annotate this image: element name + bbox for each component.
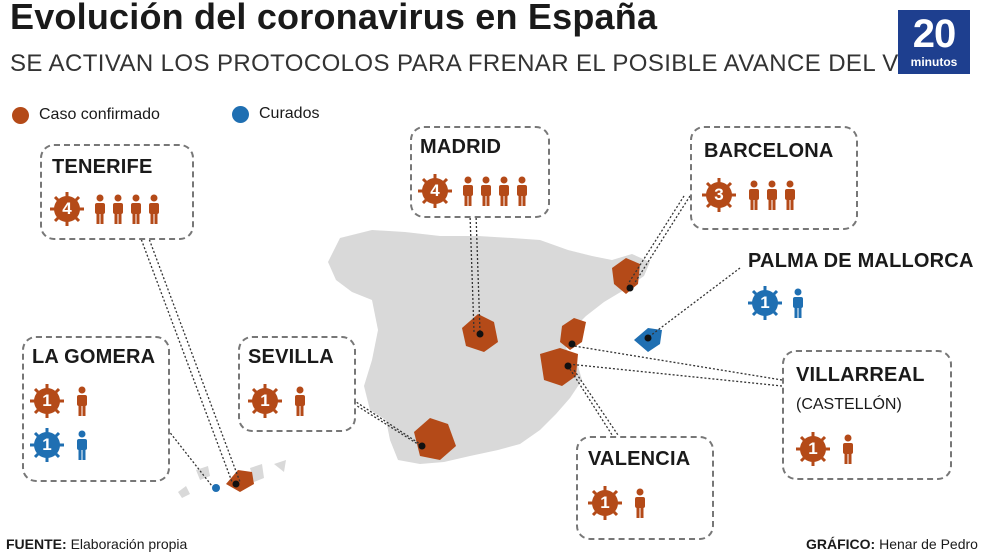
logo-word: minutos [910, 55, 958, 69]
confirmed-virus-icon: 4 [418, 174, 452, 208]
brand-logo: 20 minutos [898, 10, 970, 74]
footer-source-text: Elaboración propia [70, 536, 188, 552]
confirmed-count: 4 [62, 199, 72, 218]
person-confirmed-icon [463, 176, 473, 206]
anchor-dots [232, 284, 652, 488]
person-cured-icon [77, 430, 87, 460]
confirmed-virus-icon: 1 [248, 384, 282, 418]
person-confirmed-icon [113, 194, 123, 224]
cured-dot-icon [232, 105, 249, 123]
confirmed-virus-icon: 3 [702, 178, 736, 212]
page-title: Evolución del coronavirus en España [10, 0, 658, 37]
person-confirmed-icon [131, 194, 141, 224]
person-confirmed-icon [499, 176, 509, 206]
person-confirmed-icon [767, 180, 777, 210]
person-confirmed-icon [749, 180, 759, 210]
label-valencia: VALENCIA [588, 448, 691, 470]
confirmed-count: 1 [600, 493, 610, 512]
card-sevilla [238, 336, 356, 432]
cured-virus-icon: 1 [748, 286, 782, 320]
la-gomera-island [212, 484, 220, 492]
confirmed-count: 4 [430, 181, 440, 200]
person-confirmed-icon [785, 180, 795, 210]
label-madrid: MADRID [420, 136, 502, 158]
person-confirmed-icon [95, 194, 105, 224]
person-confirmed-icon [149, 194, 159, 224]
logo-number: 20 [912, 12, 957, 56]
legend-confirmed-label: Caso confirmado [39, 106, 160, 123]
confirmed-count: 3 [714, 185, 724, 204]
valencia-region [540, 348, 578, 386]
confirmed-virus-icon: 4 [50, 192, 84, 226]
person-confirmed-icon [481, 176, 491, 206]
confirmed-virus-icon: 1 [796, 432, 830, 466]
person-confirmed-icon [517, 176, 527, 206]
label-la-gomera: LA GOMERA [32, 346, 156, 368]
castellon-region [560, 318, 586, 350]
person-confirmed-icon [295, 386, 305, 416]
footer-credit: GRÁFICO: Henar de Pedro [806, 536, 978, 552]
page-subtitle: SE ACTIVAN LOS PROTOCOLOS PARA FRENAR EL… [10, 50, 958, 77]
label-tenerife: TENERIFE [52, 156, 153, 178]
person-confirmed-icon [843, 434, 853, 464]
barcelona-region [612, 258, 640, 294]
label-barcelona: BARCELONA [704, 140, 834, 162]
label-sevilla: SEVILLA [248, 346, 334, 368]
legend-confirmed: Caso confirmado [12, 106, 160, 124]
label-castellon: (CASTELLÓN) [796, 396, 902, 413]
cured-virus-icon: 1 [30, 428, 64, 462]
person-cured-icon [793, 288, 803, 318]
legend-cured-label: Curados [259, 105, 320, 122]
connectors [139, 195, 783, 487]
cured-count: 1 [760, 293, 770, 312]
footer-source: FUENTE: Elaboración propia [6, 536, 187, 552]
confirmed-count: 1 [260, 391, 270, 410]
confirmed-dot-icon [12, 106, 29, 124]
confirmed-count: 1 [42, 391, 52, 410]
person-confirmed-icon [77, 386, 87, 416]
footer-source-label: FUENTE: [6, 536, 67, 552]
confirmed-count: 1 [808, 439, 818, 458]
sevilla-region [414, 418, 456, 460]
label-palma: PALMA DE MALLORCA [748, 250, 974, 272]
person-confirmed-icon [635, 488, 645, 518]
canary-islands [178, 460, 286, 498]
confirmed-virus-icon: 1 [588, 486, 622, 520]
label-villarreal: VILLARREAL [796, 364, 925, 386]
footer-credit-text: Henar de Pedro [879, 536, 978, 552]
cured-count: 1 [42, 435, 52, 454]
legend-cured: Curados [232, 105, 319, 123]
footer-credit-label: GRÁFICO: [806, 536, 876, 552]
card-valencia [576, 436, 714, 540]
confirmed-virus-icon: 1 [30, 384, 64, 418]
